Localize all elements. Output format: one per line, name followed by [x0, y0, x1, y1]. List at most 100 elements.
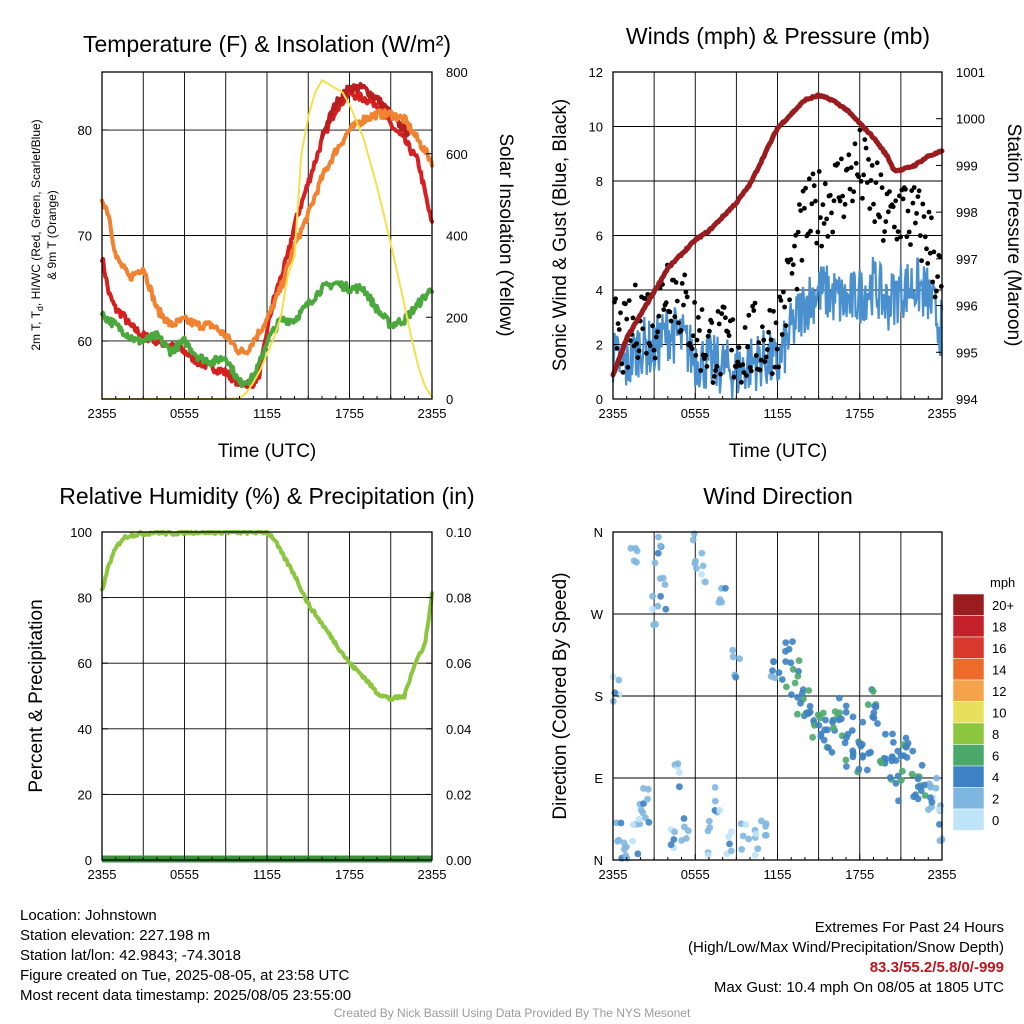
direction-point: [798, 690, 806, 697]
direction-point: [910, 793, 918, 801]
direction-point: [882, 755, 890, 763]
direction-point: [671, 828, 678, 836]
direction-point: [787, 659, 795, 667]
speed-colorbar: mph 20+ 18 16 14 12 10 8 6 4 2 0: [952, 575, 1015, 831]
direction-point: [870, 714, 878, 722]
temperature-panel-title: Temperature (F) & Insolation (W/m²): [83, 31, 451, 57]
gust-point: [792, 243, 797, 249]
direction-point: [848, 727, 856, 734]
colorbar-swatch: [952, 808, 985, 831]
direction-point: [805, 687, 813, 694]
direction-point: [654, 602, 662, 610]
direction-point: [657, 542, 664, 550]
direction-point: [692, 557, 699, 565]
direction-point: [652, 620, 659, 628]
gust-point: [806, 176, 812, 182]
direction-point: [738, 846, 746, 853]
y-tick-label: 4: [596, 283, 603, 298]
gust-point: [894, 236, 900, 242]
direction-point: [789, 665, 797, 673]
station-info: Location: Johnstown Station elevation: 2…: [20, 906, 351, 1006]
gust-point: [900, 196, 906, 202]
gust-point: [922, 234, 928, 240]
direction-point: [758, 817, 765, 825]
gust-point: [887, 189, 892, 195]
gust-point: [705, 333, 711, 339]
gust-point: [636, 348, 642, 354]
direction-point: [849, 713, 857, 721]
gust-point: [697, 328, 702, 333]
gust-point: [615, 321, 621, 326]
direction-point: [630, 557, 638, 565]
gust-point: [632, 282, 638, 288]
wind-panel: Winds (mph) & Pressure (mb) 2355 0555 1155…: [550, 23, 1024, 462]
y-tick-label: 80: [78, 591, 92, 606]
direction-point: [778, 676, 786, 683]
direction-point: [865, 750, 872, 757]
y-tick-label: 8: [596, 174, 603, 189]
direction-point: [874, 720, 881, 727]
y-tick-label: 0: [85, 853, 92, 868]
y-tick-label: 6: [596, 229, 603, 244]
direction-grid: [613, 532, 942, 860]
direction-panel-title: Wind Direction: [703, 483, 853, 509]
direction-point: [909, 747, 917, 755]
gust-point: [816, 169, 822, 174]
colorbar-unit: mph: [990, 575, 1015, 590]
y-tick-label: 12: [589, 65, 603, 80]
direction-point: [649, 605, 656, 613]
direction-point: [633, 547, 641, 555]
direction-point: [928, 798, 936, 806]
gust-point: [802, 205, 807, 211]
gust-point: [709, 320, 715, 325]
gust-point: [851, 189, 857, 195]
direction-point: [870, 709, 878, 716]
direction-point: [635, 815, 643, 823]
gust-point: [798, 208, 804, 214]
gust-point: [744, 373, 749, 378]
gust-point: [642, 296, 648, 301]
colorbar-swatch: [952, 765, 985, 788]
direction-point: [855, 765, 863, 773]
direction-point: [794, 710, 801, 718]
direction-point: [936, 821, 943, 828]
y-tick-label: 0: [596, 392, 603, 407]
gust-point: [845, 166, 850, 172]
y-tick-label: 20: [78, 787, 92, 802]
gust-point: [932, 294, 938, 300]
direction-point: [825, 744, 832, 752]
gust-point: [630, 315, 636, 321]
y-tick-label: S: [594, 689, 603, 704]
direction-point: [809, 733, 816, 741]
gust-point: [663, 300, 669, 306]
y2-tick-label: 996: [956, 299, 978, 314]
direction-point: [684, 827, 692, 835]
gust-point: [650, 323, 655, 329]
gust-point: [735, 359, 741, 365]
gust-point: [872, 219, 878, 225]
y2-tick-label: 0.02: [446, 787, 471, 802]
direction-point: [857, 742, 865, 750]
direction-point: [729, 653, 737, 661]
gust-point: [913, 220, 918, 226]
gust-point: [908, 242, 913, 248]
gust-point: [618, 310, 623, 316]
colorbar-swatch: [952, 744, 985, 767]
direction-point: [622, 852, 630, 859]
gust-point: [794, 286, 800, 292]
gust-point: [616, 327, 622, 332]
gust-point: [765, 347, 770, 352]
direction-point: [843, 734, 850, 741]
gust-point: [861, 172, 866, 178]
colorbar-swatch: [952, 722, 985, 745]
gust-point: [827, 192, 833, 198]
gust-point: [897, 193, 902, 199]
x-tick-label: 1755: [335, 867, 364, 882]
gust-point: [808, 228, 813, 234]
gust-point: [841, 214, 847, 220]
gust-point: [679, 281, 685, 286]
y2-tick-label: 0.06: [446, 656, 471, 671]
direction-point: [806, 702, 814, 710]
y-tick-label: N: [594, 853, 603, 868]
direction-point: [762, 823, 769, 830]
